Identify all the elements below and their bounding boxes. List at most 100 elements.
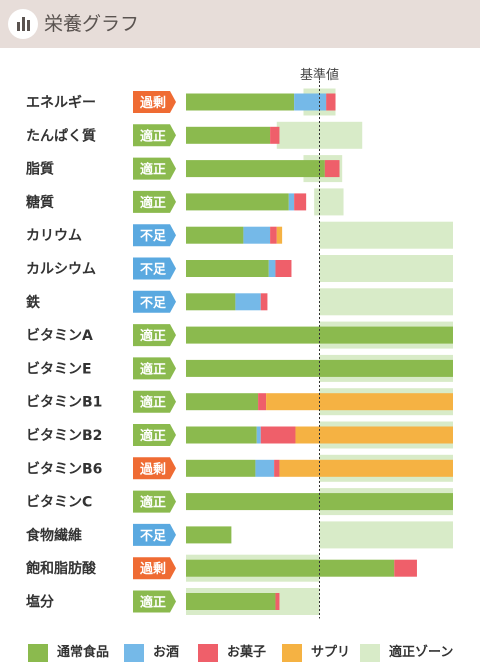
status-badge <box>133 590 176 613</box>
nutrient-label: ビタミンE <box>26 361 92 377</box>
bar-sweets <box>324 160 340 178</box>
bar-supplement <box>279 459 453 477</box>
bar-sweets <box>326 93 336 111</box>
legend-swatch-supplement <box>282 644 302 662</box>
bar-sweets <box>275 593 280 610</box>
status-badge-text: 適正 <box>140 128 166 144</box>
status-badge-text: 不足 <box>140 529 167 544</box>
status-badge <box>133 324 176 347</box>
bar-supplement <box>295 426 453 444</box>
bar-normal-food <box>186 93 295 111</box>
chart-legend: 通常食品 お酒 お菓子 サプリ 適正ゾーン <box>0 636 480 668</box>
header-bar: 栄養グラフ <box>0 0 480 48</box>
status-badge-text: 適正 <box>140 395 166 411</box>
nutrient-label: エネルギー <box>26 94 96 111</box>
status-badge <box>133 157 176 180</box>
legend-swatch-alcohol <box>124 644 144 662</box>
status-badge <box>133 457 176 480</box>
status-badge <box>133 257 176 280</box>
bar-alcohol <box>268 260 276 277</box>
status-badge <box>133 224 176 247</box>
legend-label-sweets: お菓子 <box>227 645 267 660</box>
nutrient-label: ビタミンA <box>26 328 93 344</box>
bar-sweets <box>258 393 267 411</box>
bar-chart-icon <box>8 9 38 39</box>
status-badge-text: 不足 <box>140 263 167 278</box>
legend-label-normal-food: 通常食品 <box>57 645 110 660</box>
bar-normal-food <box>186 426 257 444</box>
bar-sweets <box>260 426 296 444</box>
bar-normal-food <box>186 226 244 244</box>
bar-alcohol <box>256 426 261 444</box>
legend-swatch-zone <box>360 644 380 662</box>
status-badge-text: 不足 <box>140 296 167 311</box>
nutrient-label: カリウム <box>26 228 82 244</box>
nutrient-label: 糖質 <box>26 194 54 211</box>
bar-normal-food <box>186 126 271 144</box>
bar-sweets <box>275 260 292 277</box>
nutrient-label: ビタミンB1 <box>26 395 102 411</box>
bar-normal-food <box>186 293 236 311</box>
legend-label-supplement: サプリ <box>311 645 351 660</box>
bar-alcohol <box>294 93 327 111</box>
status-badge <box>133 290 176 313</box>
bar-sweets <box>270 226 277 244</box>
bar-normal-food <box>186 260 269 277</box>
status-badge-text: 適正 <box>140 328 166 344</box>
nutrient-label: 食物繊維 <box>26 527 82 544</box>
status-badge-text: 適正 <box>140 162 166 178</box>
nutrient-label: ビタミンB2 <box>26 428 102 444</box>
bar-normal-food <box>186 459 256 477</box>
bar-supplement <box>276 226 283 244</box>
optimal-zone <box>319 221 453 249</box>
bar-alcohol <box>235 293 261 311</box>
nutrient-label: 塩分 <box>26 594 54 611</box>
bar-sweets <box>294 193 307 211</box>
bar-normal-food <box>186 326 453 344</box>
legend-swatch-normal-food <box>28 644 48 662</box>
bar-normal-food <box>186 593 276 610</box>
bar-alcohol <box>243 226 271 244</box>
bar-normal-food <box>186 393 259 411</box>
nutrient-label: カルシウム <box>26 262 96 278</box>
status-badge <box>133 91 176 113</box>
status-badge-text: 適正 <box>140 595 166 611</box>
bar-normal-food <box>186 359 453 377</box>
status-badge-text: 過剰 <box>139 461 166 477</box>
legend-label-alcohol: お酒 <box>153 645 180 660</box>
status-badge-text: 適正 <box>140 195 166 211</box>
status-badge-text: 過剰 <box>139 561 166 577</box>
status-badge-text: 適正 <box>140 361 166 377</box>
bar-sweets <box>260 293 268 311</box>
optimal-zone <box>319 288 453 316</box>
status-badge <box>133 490 176 513</box>
legend-swatch-sweets <box>198 644 218 662</box>
nutrient-label: 脂質 <box>25 161 54 178</box>
bar-normal-food <box>186 160 325 178</box>
legend-label-zone: 適正ゾーン <box>389 645 454 660</box>
status-badge <box>133 190 176 213</box>
optimal-zone <box>319 255 453 282</box>
bar-normal-food <box>186 193 289 211</box>
bar-sweets <box>394 559 417 577</box>
status-badge <box>133 357 176 380</box>
status-badge <box>133 124 176 147</box>
page-title: 栄養グラフ <box>44 13 140 35</box>
bar-sweets <box>274 459 280 477</box>
optimal-zone <box>319 521 453 549</box>
bar-alcohol <box>288 193 295 211</box>
reference-label: 基準値 <box>300 67 339 83</box>
status-badge <box>133 523 176 546</box>
status-badge <box>133 424 176 446</box>
bar-normal-food <box>186 559 395 577</box>
status-badge-text: 適正 <box>140 428 166 444</box>
bar-supplement <box>266 393 453 411</box>
nutrient-label: 鉄 <box>26 294 41 311</box>
bar-sweets <box>270 126 280 144</box>
nutrient-label: 飽和脂肪酸 <box>25 560 97 577</box>
nutrient-label: ビタミンB6 <box>26 461 102 477</box>
nutrient-label: たんぱく質 <box>26 127 96 144</box>
nutrient-label: ビタミンC <box>26 495 92 511</box>
bar-alcohol <box>255 459 275 477</box>
status-badge-text: 過剰 <box>139 95 166 111</box>
